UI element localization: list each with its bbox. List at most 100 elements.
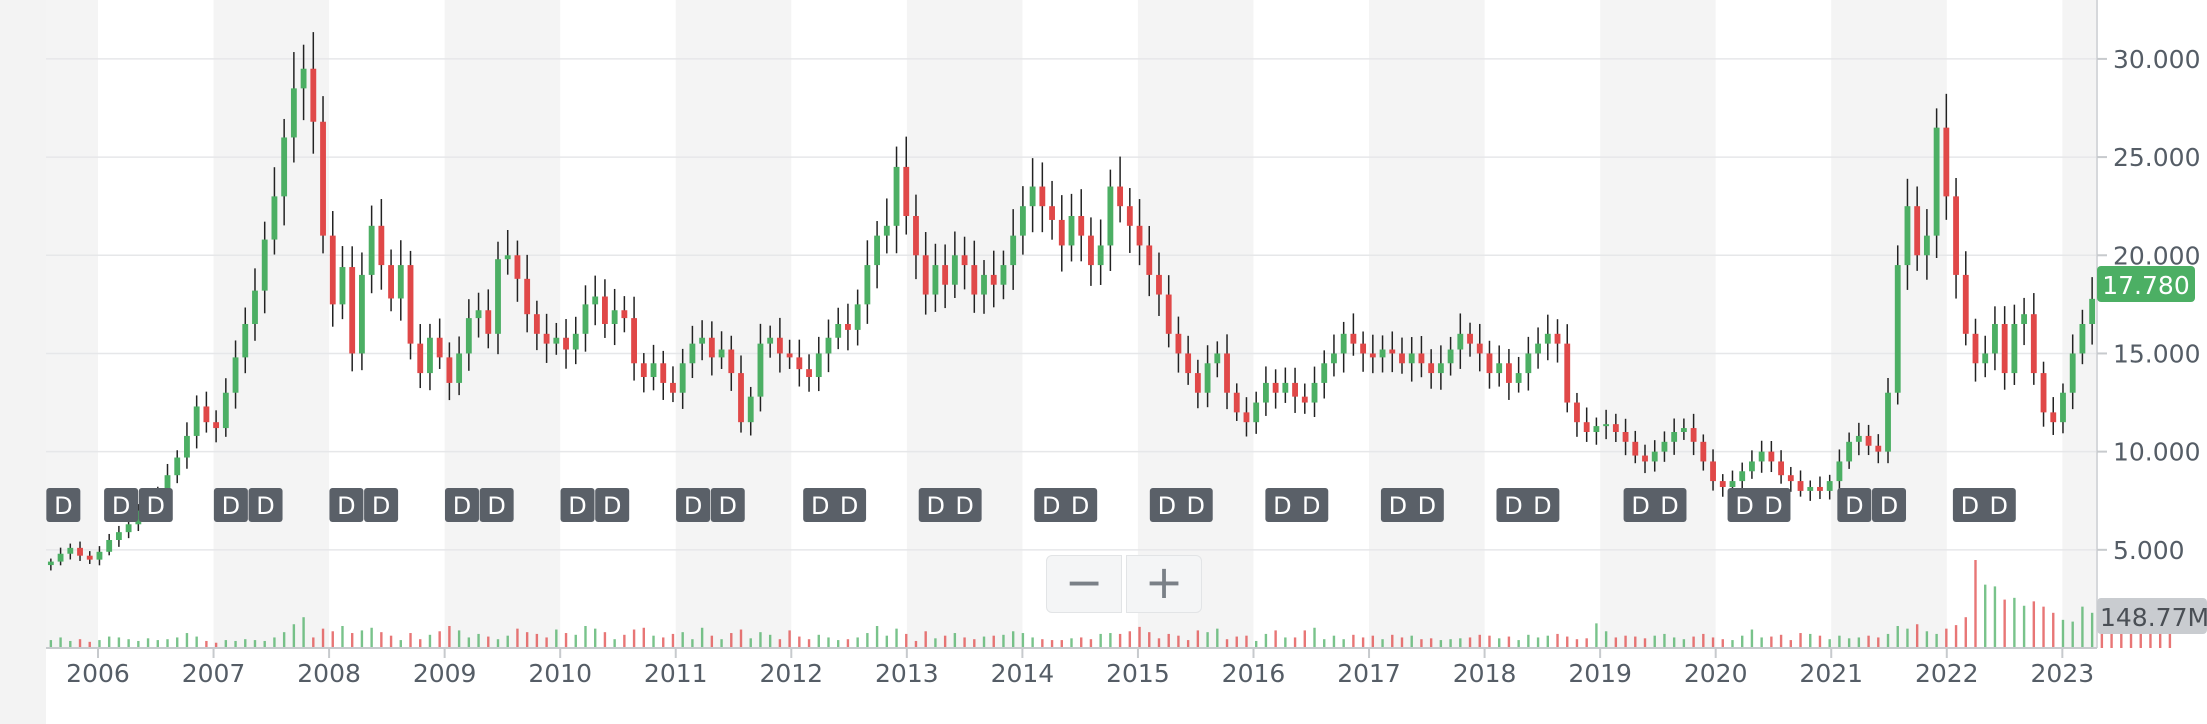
year-tick-label: 2014 [991, 659, 1055, 688]
dividend-marker[interactable]: D [1380, 488, 1415, 522]
dividend-marker[interactable]: D [947, 488, 982, 522]
volume-bar [263, 640, 266, 648]
dividend-marker[interactable]: D [1837, 488, 1872, 522]
dividend-marker-box [1496, 488, 1531, 522]
candle-body [942, 265, 949, 285]
zoom-in-button[interactable]: + [1126, 555, 1202, 613]
dividend-marker[interactable]: D [1727, 488, 1762, 522]
candle-body [115, 532, 122, 540]
volume-bar [1750, 629, 1754, 648]
candle-body [1262, 382, 1269, 403]
dividend-marker[interactable]: D [213, 488, 248, 522]
volume-bar [1993, 586, 1997, 648]
dividend-marker-box [1265, 488, 1300, 522]
volume-bar [535, 633, 539, 648]
volume-bar [1235, 636, 1238, 648]
dividend-marker[interactable]: D [595, 488, 630, 522]
volume-bar [2032, 601, 2036, 648]
candle-body [378, 225, 385, 266]
candle-body [1622, 432, 1629, 442]
dividend-marker[interactable]: D [46, 488, 81, 522]
price-tick-label: 30.000 [2113, 45, 2200, 74]
dividend-marker[interactable]: D [1178, 488, 1213, 522]
volume-bar [1789, 640, 1793, 648]
candle-body [2089, 298, 2096, 324]
dividend-marker[interactable]: D [1872, 488, 1907, 522]
candle-body [2001, 324, 2008, 374]
dividend-marker[interactable]: D [1294, 488, 1329, 522]
volume-bar [1284, 637, 1287, 648]
dividend-marker-label: D [840, 492, 858, 520]
dividend-marker[interactable]: D [1981, 488, 2016, 522]
volume-bar [312, 637, 315, 648]
candle-body [2011, 324, 2018, 374]
volume-bar [496, 639, 500, 648]
volume-bar [302, 617, 305, 648]
volume-bar [1488, 635, 1491, 648]
dividend-marker[interactable]: D [1149, 488, 1184, 522]
volume-bar [1770, 636, 1773, 648]
dividend-marker-box [1178, 488, 1213, 522]
volume-bar [1663, 633, 1666, 648]
volume-bar [1148, 632, 1151, 648]
dividend-marker[interactable]: D [918, 488, 953, 522]
year-tick-label: 2012 [759, 659, 823, 688]
dividend-marker[interactable]: D [1409, 488, 1444, 522]
volume-bar [1915, 624, 1919, 648]
dividend-marker[interactable]: D [676, 488, 711, 522]
dividend-marker[interactable]: D [364, 488, 399, 522]
candle-body [971, 265, 978, 295]
dividend-marker[interactable]: D [138, 488, 173, 522]
dividend-marker[interactable]: D [1496, 488, 1531, 522]
dividend-marker[interactable]: D [1063, 488, 1098, 522]
dividend-marker-label: D [1961, 492, 1979, 520]
candle-body [388, 265, 394, 299]
year-band [906, 0, 1023, 648]
dividend-marker[interactable]: D [248, 488, 283, 522]
dividend-marker[interactable]: D [1952, 488, 1987, 522]
candle-body [1010, 235, 1017, 266]
volume-bar [1692, 636, 1695, 648]
volume-bar [982, 636, 986, 648]
dividend-marker[interactable]: D [1265, 488, 1300, 522]
dividend-marker-label: D [1186, 492, 1204, 520]
dividend-marker-box [1063, 488, 1098, 522]
dividend-marker[interactable]: D [1652, 488, 1687, 522]
dividend-marker[interactable]: D [479, 488, 514, 522]
volume-bar [2042, 606, 2045, 648]
dividend-marker[interactable]: D [832, 488, 867, 522]
dividend-marker[interactable]: D [710, 488, 745, 522]
volume-bar [1517, 640, 1520, 648]
candle-body [2050, 412, 2057, 423]
dividend-marker[interactable]: D [104, 488, 139, 522]
dividend-marker-box [1409, 488, 1444, 522]
candle-body [699, 337, 706, 344]
dividend-marker[interactable]: D [444, 488, 479, 522]
candle-body [1894, 265, 1901, 393]
dividend-marker[interactable]: D [329, 488, 364, 522]
dividend-marker[interactable]: D [1623, 488, 1658, 522]
volume-bar [817, 634, 820, 648]
volume-bar [973, 639, 976, 648]
dividend-marker[interactable]: D [560, 488, 595, 522]
volume-bar [467, 637, 471, 648]
candle-body [728, 349, 735, 374]
volume-bar [1371, 635, 1375, 648]
candle-body [660, 363, 667, 383]
volume-bar [146, 638, 150, 648]
dividend-marker-box [248, 488, 283, 522]
zoom-out-button[interactable]: − [1046, 555, 1122, 613]
volume-bar [1429, 638, 1433, 648]
dividend-marker[interactable]: D [1525, 488, 1560, 522]
dividend-marker[interactable]: D [1034, 488, 1069, 522]
volume-bar [584, 626, 587, 648]
candle-body [1506, 363, 1512, 383]
dividend-marker[interactable]: D [1756, 488, 1791, 522]
volume-bar [1527, 634, 1530, 648]
dividend-marker-label: D [1418, 492, 1436, 520]
dividend-marker[interactable]: D [803, 488, 838, 522]
year-band [1600, 0, 1716, 648]
volume-bar [1459, 638, 1462, 648]
